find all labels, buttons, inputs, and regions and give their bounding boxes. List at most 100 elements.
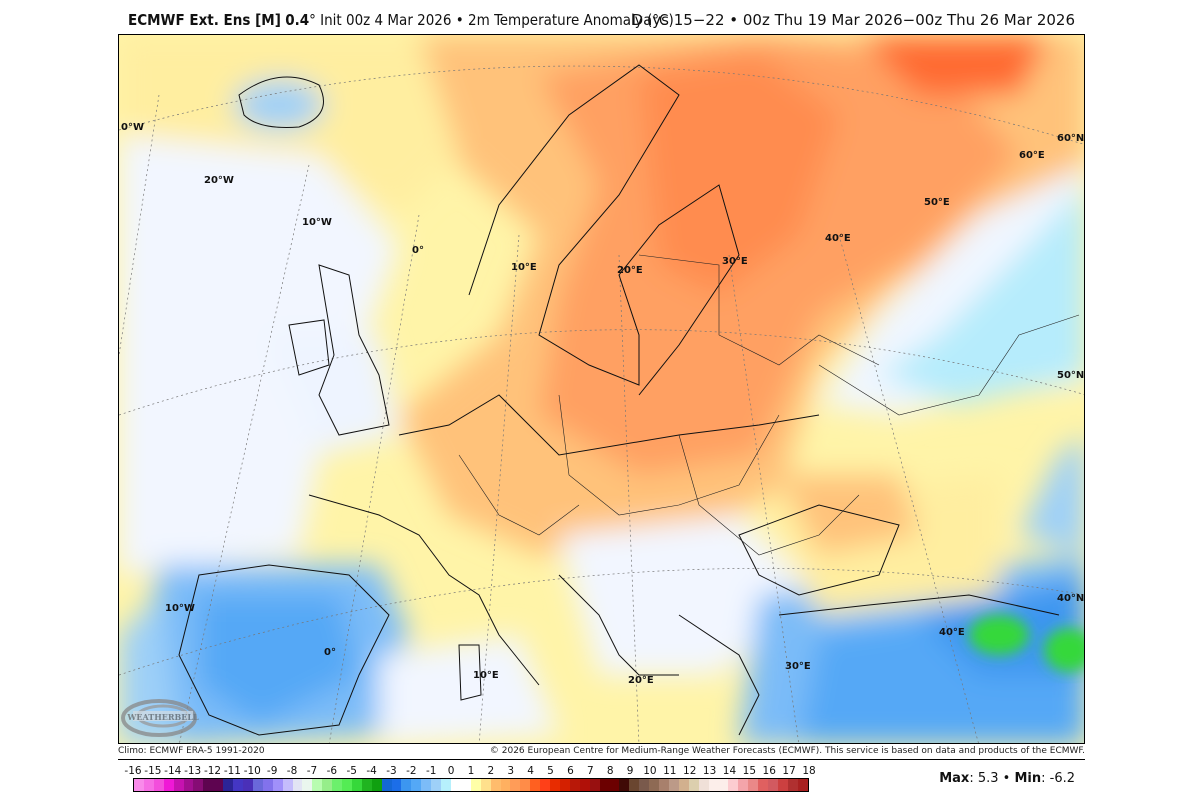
colorbar [133,778,809,792]
colorbar-swatch [510,779,521,791]
colorbar-swatch [589,779,600,791]
colorbar-swatch [193,779,204,791]
colorbar-swatch [451,779,461,791]
colorbar-swatch [213,779,224,791]
colorbar-tick: -12 [203,765,222,777]
colorbar-tick: 5 [547,765,554,777]
colorbar-tick: -2 [406,765,417,777]
colorbar-tick: -8 [286,765,298,777]
climo-note: Climo: ECMWF ERA-5 1991-2020 [118,746,265,756]
colorbar-swatch [609,779,620,791]
colorbar-tick: -9 [266,765,278,777]
colorbar-tick: -13 [184,765,202,777]
colorbar-swatch [233,779,243,791]
colorbar-swatch [441,779,451,791]
colorbar-swatch [599,779,610,791]
colorbar-tick: 17 [782,765,796,777]
temperature-anomaly-map[interactable]: 0°W 20°W 10°W 0° 10°E 20°E 30°E 40°E 50°… [118,34,1085,744]
colorbar-swatch [659,779,669,791]
colorbar-swatch [242,779,253,791]
colorbar-labels: -16 -15 -14 -13 -12 -11 -10 -9 -8 -7 -6 -5 -4 -3 -2 -1 0… [124,765,815,777]
colorbar-swatch [550,779,560,791]
colorbar-tick: 3 [507,765,515,777]
colorbar-swatch [470,779,481,791]
min-label: Min [1014,771,1042,786]
colorbar-tick: -15 [144,765,162,777]
colorbar-swatch [262,779,273,791]
colorbar-swatch [728,779,739,791]
colorbar-tick: 8 [606,765,614,777]
colorbar-swatch [411,779,422,791]
colorbar-tick: -5 [346,765,357,777]
resolution: 0.4 [285,11,310,29]
label-lon: 10°W [165,603,195,614]
colorbar-swatch [579,779,590,791]
colorbar-tick: 1 [467,765,475,777]
colorbar-swatch [173,779,184,791]
divider [118,759,1085,760]
init-time: Init 00z 4 Mar 2026 [320,11,452,29]
colorbar-tick: 6 [567,765,574,777]
colorbar-tick: -16 [124,765,142,777]
colorbar-swatch [530,779,541,791]
colorbar-tick: -3 [386,765,397,777]
field-name: 2m Temperature Anomaly (°C) [468,11,674,29]
colorbar-swatch [678,779,689,791]
colorbar-swatch [381,779,392,791]
label-lon: 20°W [204,175,234,186]
colorbar-swatch [649,779,660,791]
colorbar-swatch [777,779,788,791]
label-lon: 50°E [924,197,950,208]
colorbar-swatch [768,779,778,791]
colorbar-tick: -4 [366,765,377,777]
colorbar-swatch [490,779,501,791]
anomaly-field [119,35,1084,743]
label-lon: 0° [412,245,424,256]
grid-labels: 0°W 20°W 10°W 0° 10°E 20°E 30°E 40°E 50°… [121,122,1084,686]
colorbar-tick: -14 [164,765,182,777]
cold-anomaly-spots [969,615,1084,672]
colorbar-swatch [223,779,234,791]
colorbar-swatch [758,779,768,791]
label-lon: 10°E [473,670,499,681]
degree-mark: ° [309,11,316,29]
colorbar-swatch [332,779,343,791]
colorbar-swatch [282,779,293,791]
colorbar-tick: 11 [663,765,677,777]
colorbar-swatch [421,779,432,791]
colorbar-swatch [668,779,679,791]
borders [458,254,1080,556]
label-lat: 50°N [1057,370,1084,381]
colorbar-swatch [698,779,709,791]
label-lon: 40°E [825,233,851,244]
colorbar-tick: -7 [306,765,318,777]
max-value: 5.3 [977,771,999,786]
colorbar-swatch [787,779,798,791]
colorbar-swatch [292,779,303,791]
colorbar-swatch [401,779,412,791]
model-name: ECMWF Ext. Ens [M] [128,11,281,29]
svg-text:WEATHERBELL: WEATHERBELL [126,712,199,722]
colorbar-swatch [183,779,194,791]
colorbar-swatch [312,779,323,791]
label-lon: 10°W [302,217,332,228]
label-lat: 40°N [1057,593,1084,604]
colorbar-tick: 16 [762,765,776,777]
colorbar-swatch [252,779,263,791]
colorbar-swatch [540,779,551,791]
colorbar-tick: 15 [742,765,757,777]
colorbar-swatch [163,779,174,791]
label-lon: 20°E [617,265,643,276]
colorbar-swatch [629,779,640,791]
colorbar-tick: -1 [425,765,437,777]
colorbar-swatch [559,779,570,791]
graticule [119,65,1084,743]
label-lon: 60°E [1019,150,1045,161]
bullet: • [455,11,464,29]
label-lon: 30°E [785,661,811,672]
map-title: ECMWF Ext. Ens [M] 0.4° Init 00z 4 Mar 2… [128,11,674,29]
colorbar-swatch [619,779,630,791]
colorbar-tick: 7 [586,765,594,777]
colorbar-tick: 2 [487,765,495,777]
colorbar-tick: 18 [802,765,816,777]
